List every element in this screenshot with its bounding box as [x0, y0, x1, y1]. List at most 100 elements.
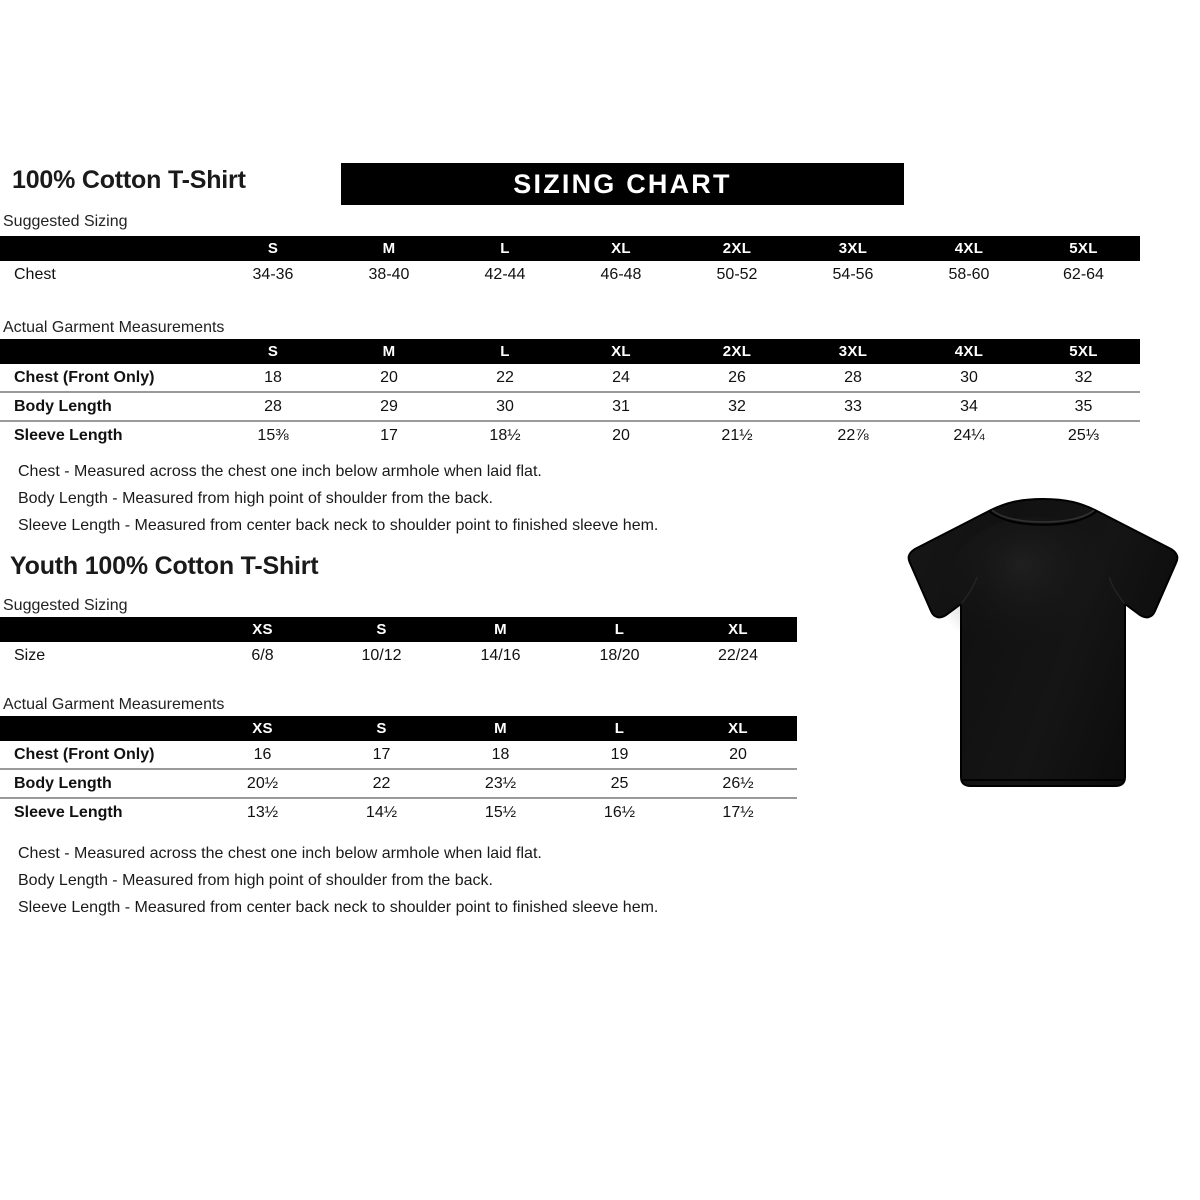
youth-actual-row-label: Sleeve Length — [0, 797, 203, 826]
adult-actual-cell: 30 — [960, 368, 978, 386]
adult-actual-cell: 32 — [1074, 368, 1093, 386]
youth-suggested-header-xs: XS — [252, 621, 273, 638]
adult-suggested-header-m: M — [382, 240, 396, 257]
adult-actual-caption: Actual Garment Measurements — [3, 319, 225, 336]
youth-actual-cell: 17 — [372, 745, 391, 763]
youth-suggested-cell: 14/16 — [480, 646, 521, 664]
adult-actual-cell: 24 — [612, 368, 630, 386]
adult-suggested-header-2xl: 2XL — [722, 240, 752, 257]
adult-suggested-header-row: S M L XL 2XL 3XL 4XL 5XL — [0, 236, 1140, 261]
youth-actual-cell: 16 — [253, 745, 272, 763]
adult-actual-header-4xl: 4XL — [954, 343, 984, 360]
t-shirt-illustration — [907, 497, 1179, 787]
adult-actual-cell: 31 — [563, 391, 679, 421]
adult-actual-body: Chest (Front Only) 18 20 22 24 26 28 30 32 Body L… — [0, 364, 1140, 449]
adult-actual-row: Sleeve Length 15⅜ 17 18½ 20 21½ 22⅞ 24¼ 25⅓ — [0, 420, 1140, 449]
youth-actual-table-wrap: XS S M L XL Chest (Front Only) 16 17 18 19 20 Body… — [0, 716, 797, 826]
youth-actual-header-corner — [0, 716, 203, 741]
adult-actual-header-m: M — [382, 343, 396, 360]
adult-suggested-cell: 46-48 — [600, 265, 642, 283]
adult-actual-row: Chest (Front Only) 18 20 22 24 26 28 30 32 — [0, 364, 1140, 392]
adult-actual-row-label: Chest (Front Only) — [14, 368, 155, 386]
adult-note-line: Body Length - Measured from high point o… — [18, 490, 493, 507]
youth-section-title: Youth 100% Cotton T-Shirt — [10, 552, 319, 580]
adult-suggested-header-s: S — [267, 240, 279, 257]
adult-suggested-header-l: L — [500, 240, 510, 257]
adult-actual-header-s: S — [267, 343, 279, 360]
adult-actual-cell: 18½ — [447, 420, 563, 449]
youth-actual-header-s: S — [376, 720, 387, 737]
adult-suggested-header-xl: XL — [611, 240, 631, 257]
adult-suggested-header-4xl: 4XL — [954, 240, 984, 257]
youth-actual-header-xl: XL — [728, 720, 748, 737]
adult-actual-cell: 22 — [496, 368, 514, 386]
shirt-highlight — [943, 517, 1123, 677]
shirt-collar — [988, 510, 1098, 526]
youth-suggested-caption: Suggested Sizing — [3, 597, 128, 614]
adult-suggested-cell: 62-64 — [1063, 265, 1104, 283]
adult-suggested-cell: 50-52 — [716, 265, 758, 283]
shirt-left-sleeve-seam — [960, 576, 978, 605]
adult-actual-row-label: Body Length — [0, 391, 215, 421]
adult-actual-header-3xl: 3XL — [838, 343, 868, 360]
youth-actual-cell: 26½ — [679, 768, 797, 798]
youth-note-line: Body Length - Measured from high point o… — [18, 872, 493, 889]
youth-actual-cell: 20½ — [203, 768, 322, 798]
youth-actual-header-xs: XS — [252, 720, 273, 737]
adult-actual-cell: 21½ — [679, 420, 795, 449]
youth-actual-cell: 15½ — [441, 797, 560, 826]
youth-suggested-body: Size 6/8 10/12 14/16 18/20 22/24 — [0, 642, 797, 669]
black-t-shirt-photo — [893, 477, 1193, 807]
sizing-chart-banner: SIZING CHART — [341, 163, 904, 205]
youth-actual-cell: 18 — [491, 745, 510, 763]
sizing-chart-banner-label: SIZING CHART — [513, 168, 732, 199]
adult-suggested-caption: Suggested Sizing — [3, 213, 128, 230]
youth-actual-cell: 25 — [560, 768, 679, 798]
youth-suggested-header-s: S — [376, 621, 387, 638]
youth-suggested-row-label: Size — [14, 646, 46, 664]
adult-suggested-cell: 34-36 — [252, 265, 294, 283]
youth-suggested-cell: 10/12 — [361, 646, 402, 664]
adult-section-title: 100% Cotton T-Shirt — [12, 166, 246, 194]
adult-actual-row: Body Length 28 29 30 31 32 33 34 35 — [0, 391, 1140, 421]
adult-suggested-row-label: Chest — [14, 265, 56, 283]
adult-actual-cell: 34 — [911, 391, 1027, 421]
youth-suggested-header-row: XS S M L XL — [0, 617, 797, 642]
adult-actual-cell: 22⅞ — [795, 420, 911, 449]
adult-note-line: Chest - Measured across the chest one in… — [18, 463, 542, 480]
youth-suggested-table-wrap: XS S M L XL Size 6/8 10/12 14/16 18/20 22/24 — [0, 617, 797, 669]
adult-actual-table: S M L XL 2XL 3XL 4XL 5XL Chest (Front Only) 18 20… — [0, 339, 1140, 449]
adult-suggested-cell: 58-60 — [948, 265, 990, 283]
youth-actual-row: Chest (Front Only) 16 17 18 19 20 — [0, 741, 797, 769]
adult-actual-cell: 15⅜ — [215, 420, 331, 449]
youth-actual-caption: Actual Garment Measurements — [3, 696, 225, 713]
adult-actual-cell: 29 — [331, 391, 447, 421]
adult-note-line: Sleeve Length - Measured from center bac… — [18, 517, 659, 534]
adult-actual-header-corner — [0, 339, 215, 364]
adult-actual-table-wrap: S M L XL 2XL 3XL 4XL 5XL Chest (Front Only) 18 20… — [0, 339, 1140, 449]
youth-actual-cell: 22 — [322, 768, 441, 798]
youth-suggested-table: XS S M L XL Size 6/8 10/12 14/16 18/20 22/24 — [0, 617, 797, 669]
adult-suggested-cell: 54-56 — [832, 265, 874, 283]
youth-actual-cell: 23½ — [441, 768, 560, 798]
youth-suggested-header-m: M — [494, 621, 507, 638]
youth-suggested-header-corner — [0, 617, 203, 642]
adult-suggested-row: Chest 34-36 38-40 42-44 46-48 50-52 54-56 58-60… — [0, 261, 1140, 288]
youth-measurement-notes: Chest - Measured across the chest one in… — [18, 840, 658, 921]
adult-actual-cell: 20 — [380, 368, 398, 386]
adult-actual-cell: 25⅓ — [1027, 420, 1140, 449]
adult-suggested-table: S M L XL 2XL 3XL 4XL 5XL Chest 34-36 38-40 42-44 46… — [0, 236, 1140, 288]
adult-actual-header-l: L — [500, 343, 510, 360]
adult-actual-header-row: S M L XL 2XL 3XL 4XL 5XL — [0, 339, 1140, 364]
youth-actual-row: Sleeve Length 13½ 14½ 15½ 16½ 17½ — [0, 797, 797, 826]
youth-suggested-header-l: L — [614, 621, 625, 638]
youth-actual-cell: 19 — [610, 745, 629, 763]
adult-actual-cell: 18 — [264, 368, 282, 386]
youth-actual-table: XS S M L XL Chest (Front Only) 16 17 18 19 20 Body… — [0, 716, 797, 826]
youth-actual-cell: 16½ — [560, 797, 679, 826]
adult-suggested-header-3xl: 3XL — [838, 240, 868, 257]
youth-actual-header-row: XS S M L XL — [0, 716, 797, 741]
youth-actual-cell: 13½ — [203, 797, 322, 826]
adult-actual-cell: 24¼ — [911, 420, 1027, 449]
youth-suggested-cell: 22/24 — [717, 646, 759, 664]
